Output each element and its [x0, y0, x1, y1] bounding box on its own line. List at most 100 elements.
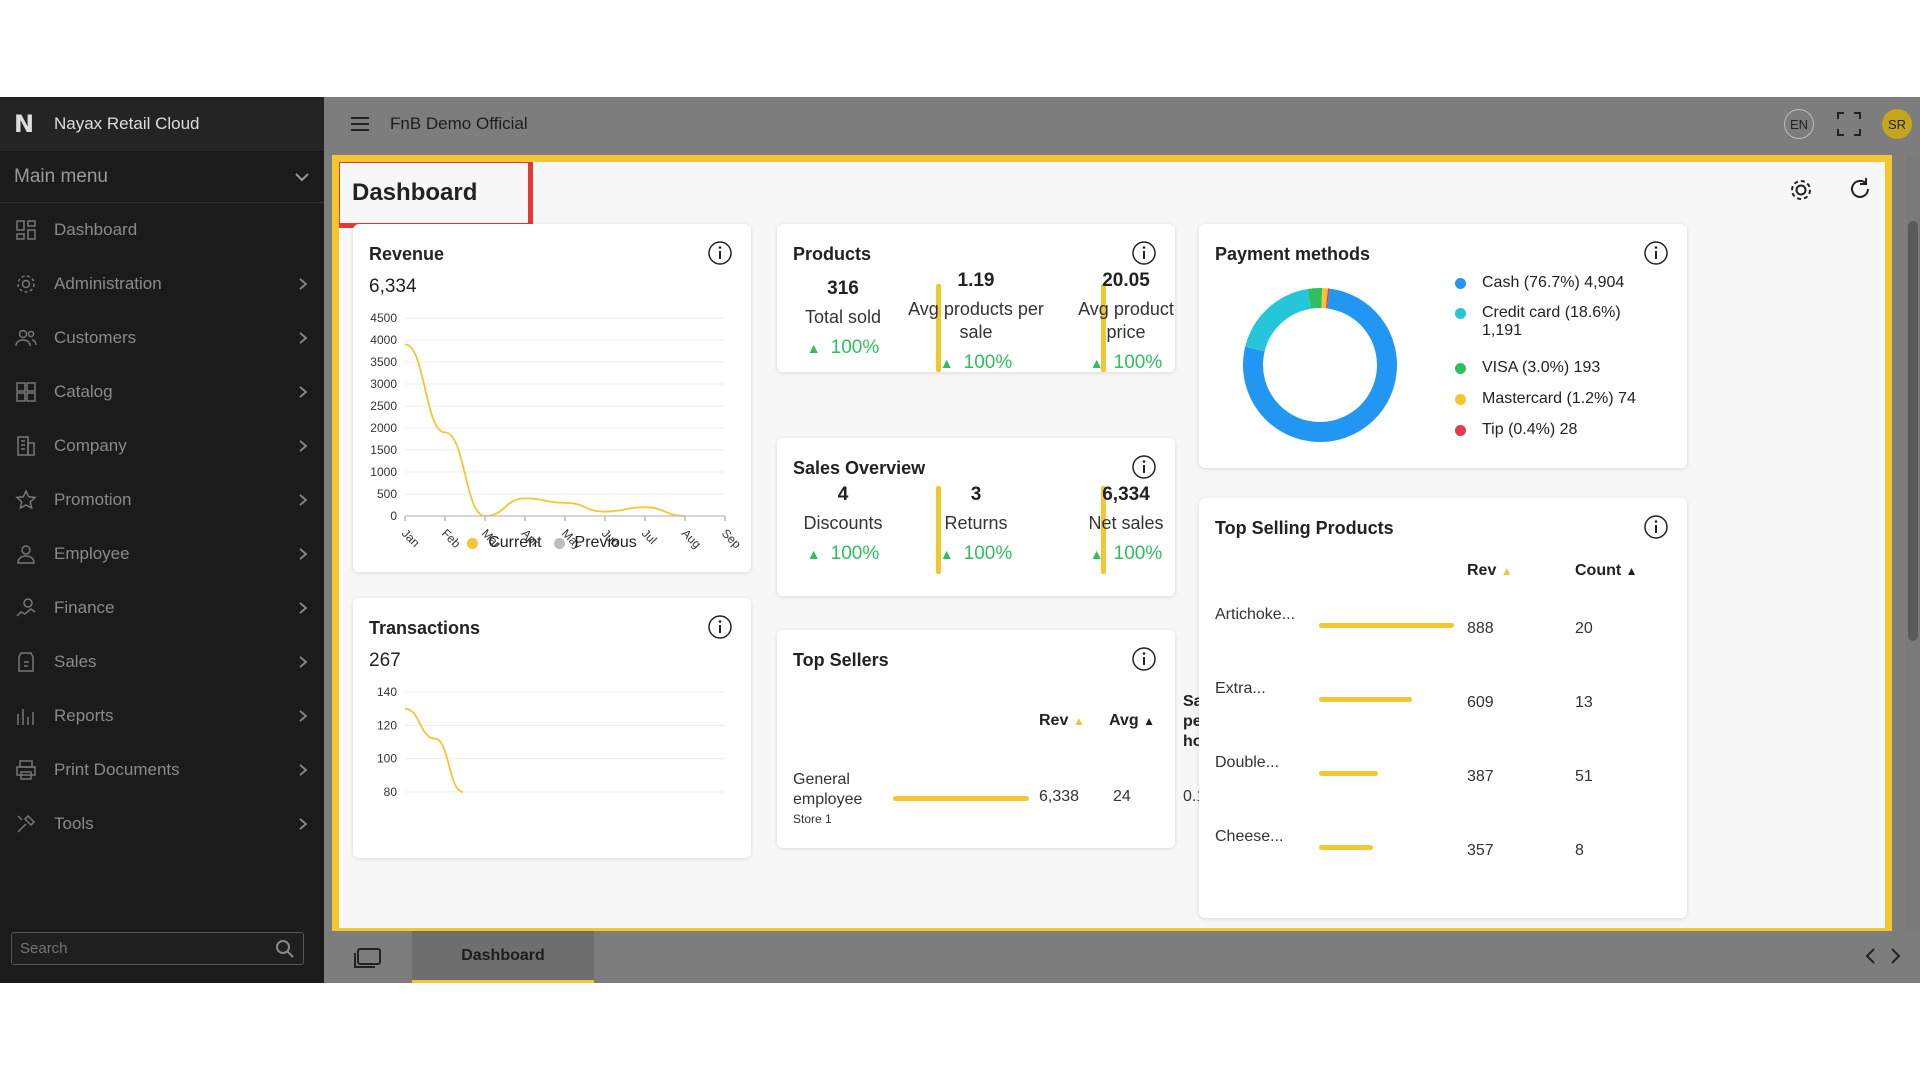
user-avatar[interactable]: SR: [1882, 109, 1912, 139]
top-sellers-title: Top Sellers: [793, 650, 889, 670]
info-icon[interactable]: [707, 614, 733, 640]
chevron-right-icon: [299, 818, 308, 830]
sidebar-item-sales[interactable]: Sales: [0, 635, 324, 689]
sort-icon: ▲: [1072, 714, 1085, 728]
info-icon[interactable]: [1131, 454, 1157, 480]
scrollbar[interactable]: [1906, 155, 1920, 931]
sidebar-item-customers[interactable]: Customers: [0, 311, 324, 365]
stat-total-sold: 316 Total sold ▲ 100%: [763, 278, 923, 359]
fullscreen-icon[interactable]: [1836, 111, 1862, 137]
column-header-count[interactable]: Count ▲: [1575, 562, 1638, 580]
sidebar-item-label: Promotion: [54, 490, 132, 509]
sidebar-item-print-documents[interactable]: Print Documents: [0, 743, 324, 797]
grid-icon: [16, 382, 36, 402]
payment-legend-label: Tip (0.4%) 28: [1482, 421, 1578, 438]
info-icon[interactable]: [707, 240, 733, 266]
sidebar-item-reports[interactable]: Reports: [0, 689, 324, 743]
seller-rev-bar: [893, 796, 1029, 801]
sidebar-item-employee[interactable]: Employee: [0, 527, 324, 581]
tabs-overview-icon[interactable]: [354, 945, 382, 969]
info-icon[interactable]: [1643, 240, 1669, 266]
y-tick-label: 100: [377, 752, 397, 766]
up-arrow-icon: ▲: [939, 546, 954, 562]
sidebar-item-promotion[interactable]: Promotion: [0, 473, 324, 527]
product-count: 20: [1575, 620, 1593, 637]
column-header-rev[interactable]: Rev ▲: [1467, 562, 1513, 580]
app-window: N Nayax Retail Cloud Main menu Dashboard…: [0, 97, 1920, 983]
chevron-left-icon[interactable]: [1864, 947, 1876, 965]
info-icon[interactable]: [1131, 240, 1157, 266]
product-rev: 888: [1467, 620, 1494, 637]
sidebar-item-label: Reports: [54, 706, 114, 725]
brand-logo: N: [14, 110, 35, 138]
stat-change-value: 100%: [963, 352, 1013, 373]
users-icon: [15, 329, 37, 347]
payment-legend-item[interactable]: Tip (0.4%) 28: [1455, 421, 1655, 439]
search-input[interactable]: [20, 940, 275, 957]
legend-previous[interactable]: Previous: [553, 534, 637, 552]
chevron-right-icon: [299, 548, 308, 560]
chevron-right-icon: [299, 278, 308, 290]
info-icon[interactable]: [1643, 514, 1669, 540]
main-menu-toggle[interactable]: Main menu: [0, 151, 324, 203]
payment-legend-item[interactable]: Cash (76.7%) 4,904: [1455, 274, 1655, 292]
language-button[interactable]: EN: [1784, 109, 1814, 139]
legend-current[interactable]: Current: [467, 534, 542, 552]
stat-value: 20.05: [1102, 270, 1150, 291]
payment-donut-chart: [1243, 288, 1397, 442]
sidebar-item-company[interactable]: Company: [0, 419, 324, 473]
payment-legend-item[interactable]: VISA (3.0%) 193: [1455, 359, 1655, 377]
sidebar-item-label: Employee: [54, 544, 130, 563]
top-selling-products-card: Top Selling Products Rev ▲ Count ▲ Artic…: [1199, 498, 1687, 918]
donut-slice[interactable]: [1243, 288, 1397, 442]
column-header-rev[interactable]: Rev ▲: [1039, 712, 1085, 730]
up-arrow-icon: ▲: [939, 355, 954, 371]
scrollbar-thumb[interactable]: [1908, 221, 1918, 641]
payment-legend-item[interactable]: Mastercard (1.2%) 74: [1455, 390, 1655, 408]
search-icon[interactable]: [275, 939, 295, 959]
hamburger-menu-icon[interactable]: [348, 112, 372, 136]
legend-dot: [1455, 363, 1466, 374]
seller-rev: 6,338: [1039, 788, 1080, 805]
chevron-right-icon[interactable]: [1890, 947, 1902, 965]
product-count: 13: [1575, 694, 1593, 711]
sidebar-item-catalog[interactable]: Catalog: [0, 365, 324, 419]
y-tick-label: 1000: [370, 465, 397, 479]
stat-value: 3: [970, 484, 982, 505]
printer-icon: [16, 760, 36, 780]
sidebar-item-label: Administration: [54, 274, 162, 293]
sidebar-search[interactable]: [11, 932, 304, 965]
gear-icon[interactable]: [1787, 176, 1815, 204]
product-count: 8: [1575, 842, 1584, 859]
sales-icon: [18, 652, 34, 672]
stat-returns: 3 Returns ▲ 100%: [896, 484, 1056, 565]
product-rev: 609: [1467, 694, 1494, 711]
sidebar-item-dashboard[interactable]: Dashboard: [0, 203, 324, 257]
info-icon[interactable]: [1131, 646, 1157, 672]
product-name: Extra...: [1215, 680, 1266, 697]
stat-value: 1.19: [957, 270, 995, 291]
brand[interactable]: N Nayax Retail Cloud: [0, 97, 324, 151]
sidebar-item-finance[interactable]: Finance: [0, 581, 324, 635]
sales-overview-title: Sales Overview: [793, 458, 926, 478]
payment-legend-label: Mastercard (1.2%) 74: [1482, 390, 1636, 407]
stat-net-sales: 6,334 Net sales ▲ 100%: [1061, 484, 1191, 565]
sidebar-item-label: Print Documents: [54, 760, 180, 779]
tab-dashboard[interactable]: Dashboard: [412, 931, 594, 983]
divider: [1101, 284, 1106, 372]
product-rev-bar: [1319, 845, 1373, 850]
up-arrow-icon: ▲: [1089, 546, 1104, 562]
refresh-icon[interactable]: [1847, 176, 1873, 202]
star-icon: [15, 489, 37, 510]
divider: [936, 284, 941, 372]
payment-legend-item[interactable]: Credit card (18.6%) 1,191: [1455, 304, 1655, 340]
sidebar-item-label: Company: [54, 436, 127, 455]
product-name: Cheese...: [1215, 828, 1284, 845]
dashboard-icon: [16, 220, 36, 240]
sidebar-item-administration[interactable]: Administration: [0, 257, 324, 311]
legend-dot: [1455, 278, 1466, 289]
y-tick-label: 1500: [370, 443, 397, 457]
sort-icon: ▲: [1500, 564, 1513, 578]
sidebar-item-tools[interactable]: Tools: [0, 797, 324, 851]
column-header-avg[interactable]: Avg ▲: [1109, 712, 1155, 730]
